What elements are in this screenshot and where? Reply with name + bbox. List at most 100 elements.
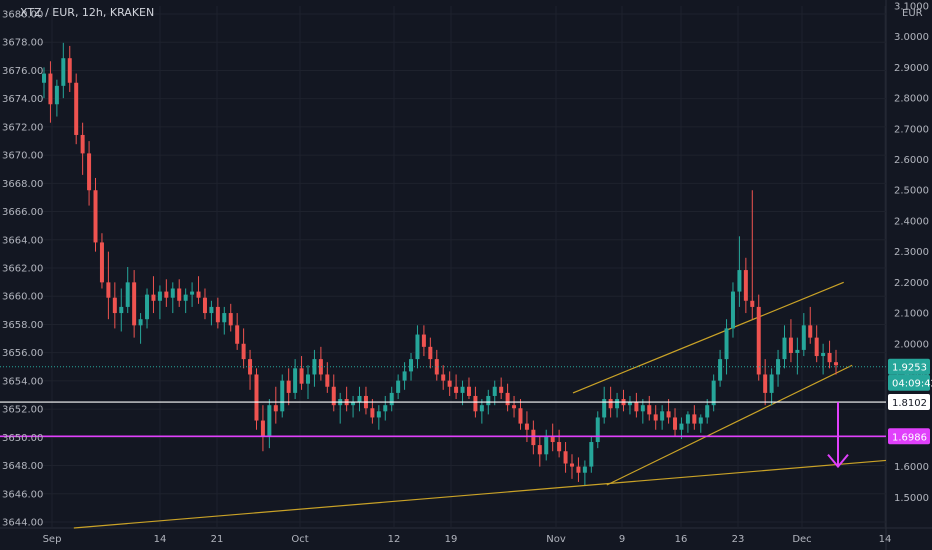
- candle-body: [827, 352, 832, 363]
- left-tick-label: 3676.00: [2, 66, 43, 77]
- candle-body: [466, 386, 471, 396]
- left-tick-label: 3672.00: [2, 122, 43, 133]
- right-tick-label: 2.0000: [894, 339, 929, 350]
- left-tick-label: 3652.00: [2, 405, 43, 416]
- candle-body: [660, 411, 665, 421]
- candle-body: [306, 374, 310, 384]
- time-axis[interactable]: Sep 14 21 Oct 12 19 Nov 9 16 23 Dec 14: [43, 534, 892, 545]
- candle-body: [544, 435, 549, 455]
- trendline-channel-upper: [572, 281, 844, 394]
- candle-body: [383, 405, 388, 412]
- candle-body: [524, 423, 529, 430]
- right-tick-label: 2.9000: [894, 63, 929, 74]
- candle-body: [312, 359, 317, 375]
- candle-body: [756, 306, 761, 375]
- candle-body: [782, 337, 787, 360]
- candle-body: [724, 328, 729, 360]
- candle-body: [67, 58, 72, 83]
- candle-body: [196, 291, 201, 298]
- left-tick-label: 3660.00: [2, 292, 43, 303]
- candle-body: [370, 408, 375, 418]
- candle-body: [434, 359, 439, 375]
- candle-body: [54, 85, 59, 105]
- candle-body: [80, 134, 85, 154]
- candle-body: [685, 414, 690, 424]
- candle-body: [834, 362, 838, 366]
- candle-body: [61, 58, 66, 86]
- right-tick-label: 2.8000: [894, 94, 929, 105]
- candle-body: [254, 374, 259, 421]
- candle-body: [209, 306, 214, 314]
- candle-body: [763, 374, 768, 393]
- time-tick-label: 14: [879, 534, 892, 545]
- candle-body: [87, 153, 92, 191]
- candle-body: [409, 359, 414, 372]
- candle-body: [331, 386, 336, 406]
- candle-body: [537, 445, 542, 455]
- trendline-long-term-support: [73, 459, 887, 529]
- candle-body: [730, 291, 735, 329]
- right-tick-label: 2.6000: [894, 155, 929, 166]
- countdown-badge: 04:09:42: [888, 374, 932, 391]
- candle-body: [293, 368, 298, 393]
- candle-body: [202, 297, 207, 314]
- countdown-badge-bg: [888, 374, 930, 391]
- left-tick-label: 3680.00: [2, 10, 43, 21]
- right-tick-label: 1.6000: [894, 462, 929, 473]
- candle-body: [170, 288, 175, 298]
- left-tick-label: 3648.00: [2, 461, 43, 472]
- left-tick-label: 3646.00: [2, 489, 43, 500]
- candle-body: [673, 417, 678, 430]
- candle-body: [125, 282, 130, 307]
- candle-body: [299, 368, 304, 384]
- candle-body: [737, 270, 742, 292]
- left-tick-label: 3668.00: [2, 179, 43, 190]
- candle-body: [164, 291, 169, 298]
- candle-body: [415, 334, 420, 360]
- candle-body: [640, 405, 645, 412]
- time-tick-label: Nov: [546, 534, 566, 545]
- left-price-axis[interactable]: 3680.00 3678.00 3676.00 3674.00 3672.00 3670.…: [2, 10, 43, 529]
- candle-body: [492, 386, 497, 396]
- level-price-badge: 1.6986: [888, 428, 930, 445]
- candle-body: [705, 405, 710, 418]
- candle-body: [157, 291, 162, 301]
- candle-body: [512, 405, 517, 409]
- time-tick-label: 14: [154, 534, 167, 545]
- right-tick-label: 1.5000: [894, 493, 929, 504]
- candle-body: [441, 374, 446, 381]
- last-price-badge-text: 1.9253: [892, 363, 927, 374]
- time-tick-label: 9: [619, 534, 625, 545]
- candle-body: [222, 313, 227, 323]
- candle-body: [215, 306, 220, 323]
- time-tick-label: Dec: [792, 534, 811, 545]
- candle-body: [589, 442, 594, 467]
- left-tick-label: 3670.00: [2, 151, 43, 162]
- candle-body: [286, 380, 291, 393]
- support-price-badge: 1.8102: [888, 394, 930, 411]
- last-price-badge-bg: [888, 358, 930, 375]
- right-tick-label: 3.1000: [894, 2, 929, 13]
- left-tick-label: 3656.00: [2, 348, 43, 359]
- candle-body: [351, 402, 356, 406]
- candle-body: [615, 399, 620, 409]
- right-tick-label: 3.0000: [894, 32, 929, 43]
- candle-body: [318, 359, 323, 375]
- left-tick-label: 3658.00: [2, 320, 43, 331]
- candle-body: [151, 294, 156, 301]
- candle-body: [563, 451, 568, 464]
- candle-body: [776, 359, 781, 375]
- candle-body: [473, 395, 478, 412]
- trendlines: [73, 281, 887, 529]
- level-price-badge-text: 1.6986: [892, 432, 927, 443]
- candle-body: [42, 73, 46, 83]
- level-price-badge-bg: [888, 428, 930, 445]
- candle-body: [698, 417, 703, 424]
- price-badges: 1.9253 04:09:42 1.8102 1.6986: [888, 358, 932, 445]
- candle-body: [608, 399, 613, 409]
- candle-body: [273, 405, 278, 412]
- candle-body: [138, 319, 143, 326]
- candle-body: [177, 288, 182, 301]
- candle-body: [634, 402, 639, 412]
